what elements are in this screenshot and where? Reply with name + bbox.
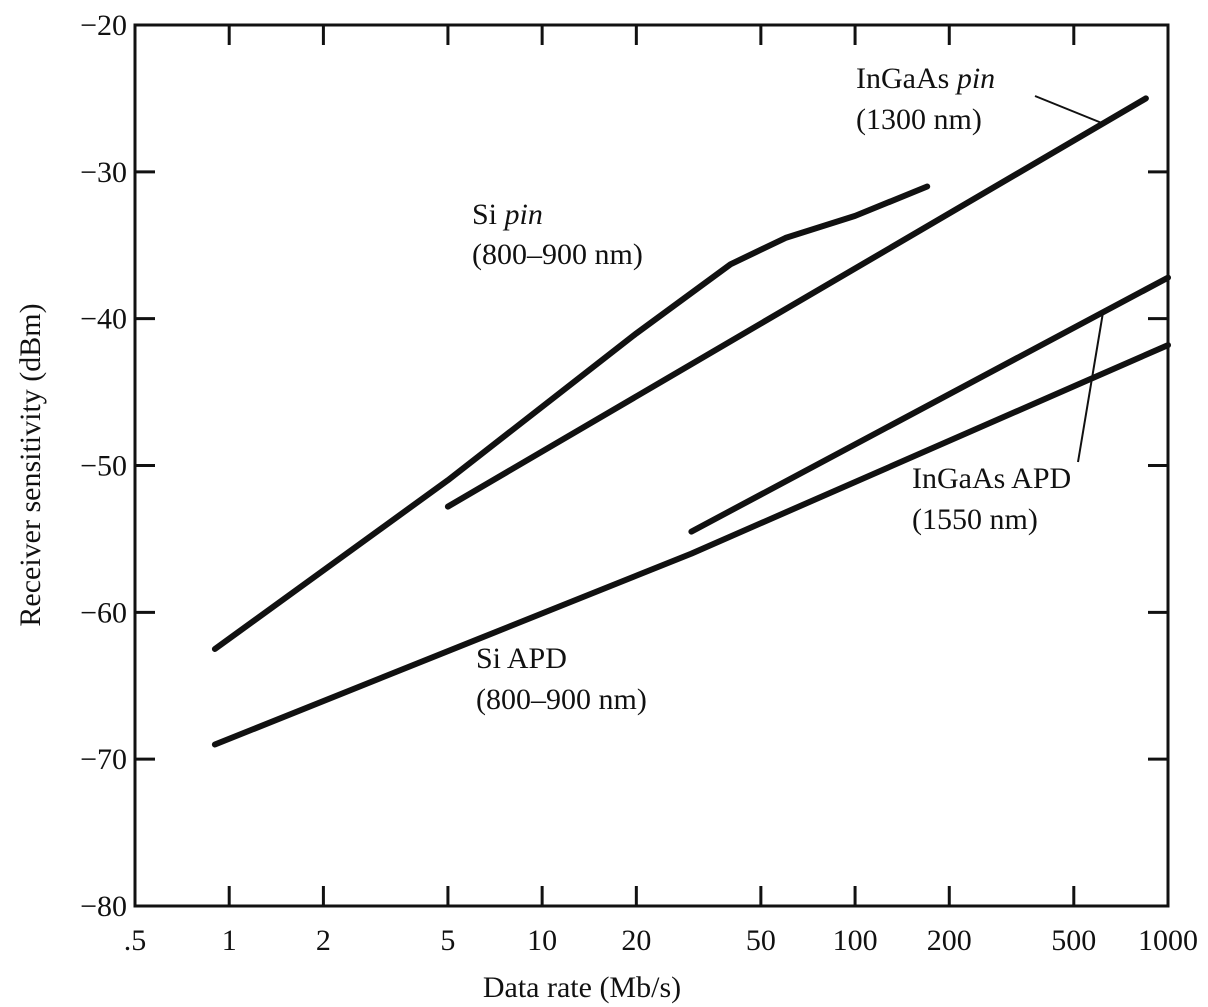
- x-tick-label: 10: [527, 924, 557, 957]
- x-tick-label: 500: [1051, 924, 1096, 957]
- x-axis-title: Data rate (Mb/s): [483, 971, 681, 1004]
- si-pin-label: Si pin: [472, 198, 543, 231]
- series-label-main: Si APD: [476, 642, 567, 675]
- y-axis-title: Receiver sensitivity (dBm): [14, 303, 47, 626]
- series-labels-group: Si pin (800–900 nm) InGaAs pin (1300 nm) InG…: [472, 62, 1105, 716]
- ingaas-apd-leader: [1077, 312, 1105, 463]
- x-tick-label: 1000: [1138, 924, 1198, 957]
- y-tick-label: −80: [80, 890, 127, 923]
- series-label-italic: pin: [955, 62, 995, 95]
- ingaas-pin-label: InGaAs pin: [856, 62, 995, 95]
- series-label-main: InGaAs APD: [912, 462, 1071, 495]
- ingaas-apd-line: [688, 274, 1171, 535]
- x-tick-label: 2: [316, 924, 331, 957]
- ingaas-apd-label-sub: (1550 nm): [912, 503, 1038, 536]
- series-label-main: InGaAs: [856, 62, 957, 95]
- si-pin-line: [211, 183, 931, 652]
- ingaas-apd-label: InGaAs APD: [912, 462, 1071, 495]
- series-label-italic: pin: [503, 198, 543, 231]
- series-label-main: Si: [472, 198, 505, 231]
- x-tick-label: 1: [222, 924, 237, 957]
- x-tick-label: 5: [440, 924, 455, 957]
- y-tick-label: −50: [80, 450, 127, 483]
- ingaas-pin-label-sub: (1300 nm): [856, 103, 982, 136]
- ingaas-pin-line: [444, 95, 1149, 510]
- si-apd-label-sub: (800–900 nm): [476, 683, 647, 716]
- x-tick-label: 20: [621, 924, 651, 957]
- x-tick-label: 50: [746, 924, 776, 957]
- si-apd-label: Si APD: [476, 642, 567, 675]
- x-tick-label: .5: [124, 924, 147, 957]
- axis-ticks-group: .5 1 2 5 10 20 50 100 200 500 1000 −80 −70 −60 −50 −40 −…: [80, 9, 1198, 957]
- ingaas-pin-leader: [1034, 95, 1104, 125]
- y-tick-label: −70: [80, 743, 127, 776]
- series-lines-group: [211, 95, 1171, 748]
- si-apd-line: [211, 342, 1171, 748]
- y-tick-label: −60: [80, 596, 127, 629]
- y-tick-label: −30: [80, 156, 127, 189]
- x-tick-label: 200: [927, 924, 972, 957]
- y-tick-label: −40: [80, 303, 127, 336]
- si-pin-label-sub: (800–900 nm): [472, 238, 643, 271]
- y-tick-label: −20: [80, 9, 127, 42]
- x-tick-label: 100: [833, 924, 878, 957]
